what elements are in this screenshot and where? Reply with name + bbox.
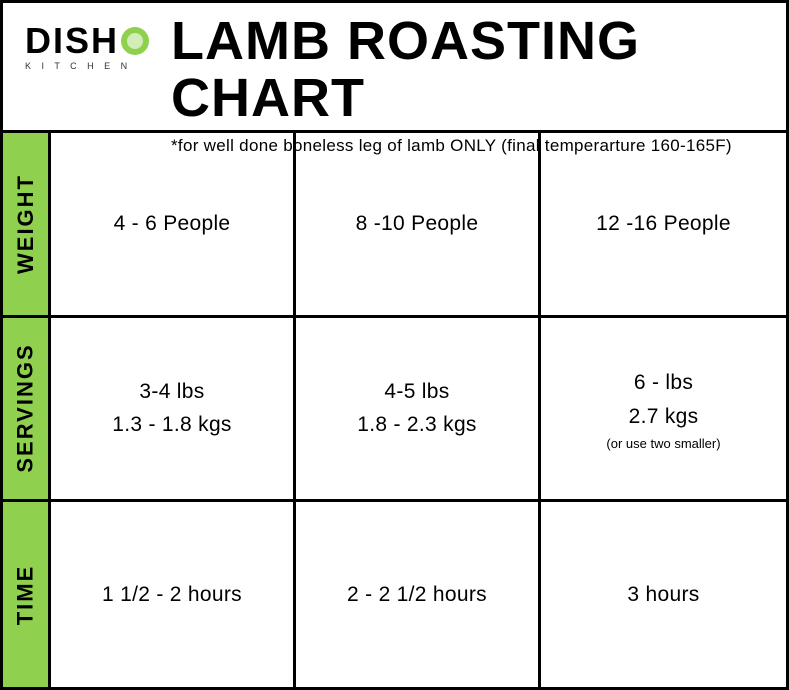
row-label-servings: SERVINGS xyxy=(3,318,51,503)
cell-text: 8 -10 People xyxy=(356,207,479,241)
cell-text: 1.8 - 2.3 kgs xyxy=(357,408,476,442)
chart-header: DISH K I T C H E N LAMB ROASTING CHART *… xyxy=(3,3,786,133)
cell-time-col2: 2 - 2 1/2 hours xyxy=(296,502,541,687)
row-label-text: WEIGHT xyxy=(13,174,39,274)
cell-text: 1.3 - 1.8 kgs xyxy=(112,408,231,442)
cell-time-col3: 3 hours xyxy=(541,502,786,687)
cell-text: 3-4 lbs xyxy=(139,375,204,409)
logo-text: DISH xyxy=(25,23,153,59)
cell-text: 4 - 6 People xyxy=(114,207,231,241)
logo-brand: DISH xyxy=(25,23,119,59)
chart-subtitle: *for well done boneless leg of lamb ONLY… xyxy=(171,136,766,156)
roasting-chart: DISH K I T C H E N LAMB ROASTING CHART *… xyxy=(0,0,789,690)
cell-weight-col2: 8 -10 People xyxy=(296,133,541,318)
cell-text: 1 1/2 - 2 hours xyxy=(102,578,242,612)
cell-text: 12 -16 People xyxy=(596,207,731,241)
cell-time-col1: 1 1/2 - 2 hours xyxy=(51,502,296,687)
title-block: LAMB ROASTING CHART *for well done bonel… xyxy=(153,13,766,156)
row-label-text: SERVINGS xyxy=(13,344,39,473)
cell-weight-col1: 4 - 6 People xyxy=(51,133,296,318)
cell-note: (or use two smaller) xyxy=(606,436,720,451)
logo-subtext: K I T C H E N xyxy=(25,61,153,71)
chart-title: LAMB ROASTING CHART xyxy=(171,13,766,126)
brand-logo: DISH K I T C H E N xyxy=(13,13,153,71)
cell-servings-col2: 4-5 lbs 1.8 - 2.3 kgs xyxy=(296,318,541,503)
cell-text: 2 - 2 1/2 hours xyxy=(347,578,487,612)
row-label-time: TIME xyxy=(3,502,51,687)
cell-text: 2.7 kgs xyxy=(629,400,699,434)
cell-servings-col1: 3-4 lbs 1.3 - 1.8 kgs xyxy=(51,318,296,503)
cell-weight-col3: 12 -16 People xyxy=(541,133,786,318)
row-label-weight: WEIGHT xyxy=(3,133,51,318)
chart-grid: WEIGHT 4 - 6 People 8 -10 People 12 -16 … xyxy=(3,133,786,687)
row-label-text: TIME xyxy=(13,564,39,625)
cell-text: 6 - lbs xyxy=(634,366,693,400)
cell-text: 4-5 lbs xyxy=(384,375,449,409)
cell-text: 3 hours xyxy=(627,578,699,612)
cell-servings-col3: 6 - lbs 2.7 kgs (or use two smaller) xyxy=(541,318,786,503)
logo-plate-icon xyxy=(121,27,149,55)
